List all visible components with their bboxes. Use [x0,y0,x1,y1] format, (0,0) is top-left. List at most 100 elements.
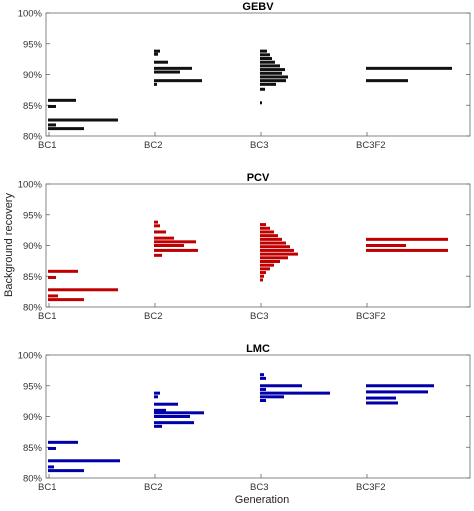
histogram-bar [366,66,452,70]
y-tick-label: 90% [23,241,43,252]
histogram-bar [260,245,290,249]
plot-frame [45,12,471,137]
histogram-bar [48,465,54,469]
histogram-bar [260,57,272,61]
histogram-bar [48,298,84,302]
series-bc3f2 [366,66,452,83]
y-tick-label: 95% [23,381,43,392]
histogram-bar [154,402,178,406]
histogram-bar [260,252,298,256]
histogram-bar [48,104,56,108]
histogram-bar [154,248,198,252]
x-tick-label: BC2 [144,482,162,493]
y-tick-label: 95% [23,210,43,221]
series-bc1 [48,98,118,131]
series-bc3 [260,49,288,105]
histogram-bar [260,274,264,278]
series-bc3 [260,223,298,282]
histogram-bar [154,52,158,56]
histogram-bar [260,101,262,105]
histogram-bar [260,223,266,227]
histogram-bar [48,446,56,450]
histogram-bar [260,256,288,260]
histogram-bar [48,98,76,102]
histogram-bar [48,275,56,279]
histogram-bar [260,87,265,91]
histogram-bar [48,294,58,298]
histogram-bar [260,68,285,72]
histogram-bar [154,60,168,64]
y-tick-label: 100% [18,9,43,20]
histogram-bar [154,421,194,425]
panel-lmc: LMC 80% 85% 90% 95% 100% BC1 BC2 BC3 BC3F2 [18,343,471,493]
x-axis-label: Generation [235,494,289,506]
histogram-bar [154,395,158,399]
histogram-bar [154,408,166,412]
y-tick-label: 85% [23,443,43,454]
histogram-bar [154,66,192,70]
histogram-bar [260,373,264,377]
x-tick-label: BC1 [38,482,56,493]
histogram-bar [154,415,190,418]
panel-gebv: GEBV 80% 85% 90% 95% 100% BC1 BC2 BC3 BC3F2 [18,1,471,151]
histogram-bar [154,79,202,83]
histogram-bar [366,244,406,247]
x-tick-label: BC3 [250,140,268,151]
histogram-bar [366,390,428,394]
x-tick-label: BC1 [38,311,56,322]
histogram-bar [366,401,398,405]
series-bc2 [154,391,204,428]
panel-title: LMC [246,343,270,355]
y-axis-label: Background recovery [3,193,15,297]
histogram-bar [260,263,274,267]
histogram-bar [260,395,284,399]
histogram-bar [154,224,160,228]
histogram-bar [260,79,286,83]
histogram-bar [260,267,270,271]
y-tick-label: 90% [23,70,43,81]
series-bc1 [48,440,120,473]
histogram-bar [260,71,282,75]
histogram-bar [48,127,84,131]
x-tick-label: BC3F2 [356,311,386,322]
panel-title: PCV [247,172,270,184]
series-bc3f2 [366,384,434,405]
histogram-bar [154,236,174,240]
panel-pcv: PCV 80% 85% 90% 95% 100% BC1 BC2 BC3 BC3F2 [18,172,471,322]
histogram-bar [260,82,276,86]
histogram-bar [48,118,118,122]
x-tick-label: BC3F2 [356,140,386,151]
histogram-bar [366,79,408,83]
y-tick-label: 90% [23,412,43,423]
y-tick-label: 80% [23,303,43,314]
histogram-bar [260,278,263,282]
histogram-bar [48,469,84,473]
histogram-bar [366,384,434,388]
histogram-bar [154,253,162,257]
histogram-bar [260,53,270,57]
histogram-bar [154,49,160,53]
series-bc2 [154,49,202,86]
histogram-bar [260,384,302,388]
x-tick-label: BC2 [144,140,162,151]
x-tick-label: BC3 [250,311,268,322]
histogram-bar [154,424,162,428]
y-tick-label: 80% [23,132,43,143]
histogram-bar [260,376,266,380]
histogram-bar [260,399,266,403]
histogram-bar [260,237,282,241]
x-tick-label: BC3F2 [356,482,386,493]
histogram-bar [260,259,280,263]
series-bc3 [260,373,330,403]
x-tick-label: BC2 [144,311,162,322]
histogram-bar [154,70,180,74]
x-tick-label: BC1 [38,140,56,151]
histogram-bar [154,240,196,244]
histogram-bar [48,459,120,463]
histogram-bar [366,396,396,400]
x-tick-label: BC3 [250,482,268,493]
histogram-bar [260,271,266,275]
y-tick-label: 80% [23,474,43,485]
